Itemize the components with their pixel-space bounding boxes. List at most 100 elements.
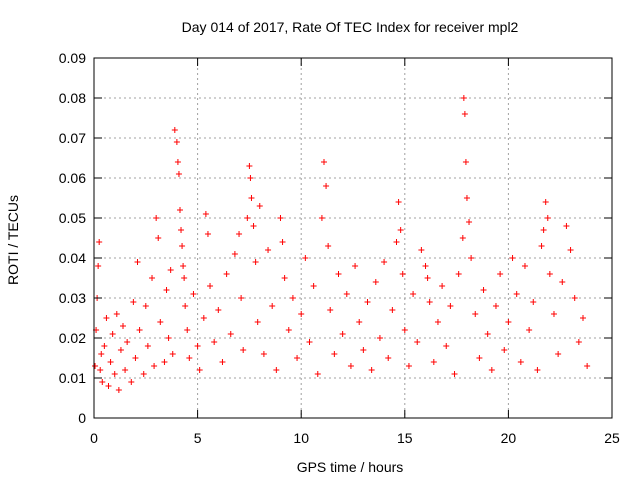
data-point: [95, 263, 102, 269]
data-point: [563, 223, 570, 229]
data-point: [236, 231, 243, 237]
data-point: [101, 343, 108, 349]
data-point: [140, 371, 147, 377]
data-point: [155, 235, 162, 241]
data-point: [238, 295, 245, 301]
data-point: [200, 315, 207, 321]
y-tick-label: 0.06: [59, 170, 86, 186]
data-point: [385, 355, 392, 361]
data-point: [169, 351, 176, 357]
data-points: [92, 95, 591, 393]
data-point: [134, 259, 141, 265]
data-point: [544, 215, 551, 221]
data-point: [103, 315, 110, 321]
y-tick-label: 0.04: [59, 250, 86, 266]
x-tick-label: 10: [293, 430, 309, 446]
y-tick-label: 0: [78, 410, 86, 426]
data-point: [130, 299, 137, 305]
data-point: [463, 195, 470, 201]
data-point: [462, 159, 469, 165]
data-point: [161, 359, 168, 365]
data-point: [399, 271, 406, 277]
data-point: [196, 367, 203, 373]
data-point: [190, 291, 197, 297]
data-point: [240, 347, 247, 353]
data-point: [204, 231, 211, 237]
x-axis-label: GPS time / hours: [297, 459, 404, 475]
data-point: [368, 367, 375, 373]
data-point: [461, 111, 468, 117]
data-point: [175, 171, 182, 177]
data-point: [542, 199, 549, 205]
data-point: [347, 363, 354, 369]
data-point: [422, 263, 429, 269]
data-point: [424, 275, 431, 281]
plot-frame: [93, 57, 613, 419]
data-point: [575, 339, 582, 345]
data-point: [492, 303, 499, 309]
data-point: [298, 311, 305, 317]
data-point: [254, 319, 261, 325]
data-point: [513, 291, 520, 297]
data-point: [277, 215, 284, 221]
data-point: [211, 339, 218, 345]
data-point: [434, 319, 441, 325]
data-point: [144, 343, 151, 349]
x-tick-label: 0: [90, 430, 98, 446]
data-point: [526, 327, 533, 333]
grid-lines: [94, 58, 612, 418]
data-point: [455, 271, 462, 277]
data-point: [165, 335, 172, 341]
data-point: [401, 327, 408, 333]
data-point: [538, 243, 545, 249]
data-point: [389, 307, 396, 313]
data-point: [167, 267, 174, 273]
data-point: [111, 371, 118, 377]
data-point: [314, 371, 321, 377]
data-point: [256, 203, 263, 209]
data-point: [219, 359, 226, 365]
data-point: [480, 287, 487, 293]
data-point: [430, 359, 437, 365]
data-point: [360, 347, 367, 353]
data-point: [327, 307, 334, 313]
data-point: [184, 327, 191, 333]
data-point: [273, 367, 280, 373]
data-point: [550, 311, 557, 317]
data-point: [194, 343, 201, 349]
data-point: [395, 199, 402, 205]
data-point: [153, 215, 160, 221]
data-point: [364, 299, 371, 305]
data-point: [179, 243, 186, 249]
data-point: [124, 339, 131, 345]
data-point: [567, 247, 574, 253]
y-tick-label: 0.09: [59, 50, 86, 66]
data-point: [174, 159, 181, 165]
data-point: [460, 95, 467, 101]
data-point: [186, 355, 193, 361]
data-point: [343, 291, 350, 297]
data-point: [265, 247, 272, 253]
data-point: [173, 139, 180, 145]
data-point: [113, 311, 120, 317]
data-point: [120, 323, 127, 329]
data-point: [509, 255, 516, 261]
data-point: [555, 351, 562, 357]
data-point: [302, 255, 309, 261]
data-point: [476, 355, 483, 361]
data-point: [223, 271, 230, 277]
data-point: [393, 239, 400, 245]
x-tick-label: 5: [194, 430, 202, 446]
data-point: [250, 223, 257, 229]
data-point: [559, 279, 566, 285]
data-point: [414, 339, 421, 345]
data-point: [320, 159, 327, 165]
data-point: [207, 283, 214, 289]
x-tick-label: 15: [397, 430, 413, 446]
data-point: [466, 219, 473, 225]
data-point: [584, 363, 591, 369]
data-point: [149, 275, 156, 281]
data-point: [443, 343, 450, 349]
x-tick-label: 25: [604, 430, 620, 446]
